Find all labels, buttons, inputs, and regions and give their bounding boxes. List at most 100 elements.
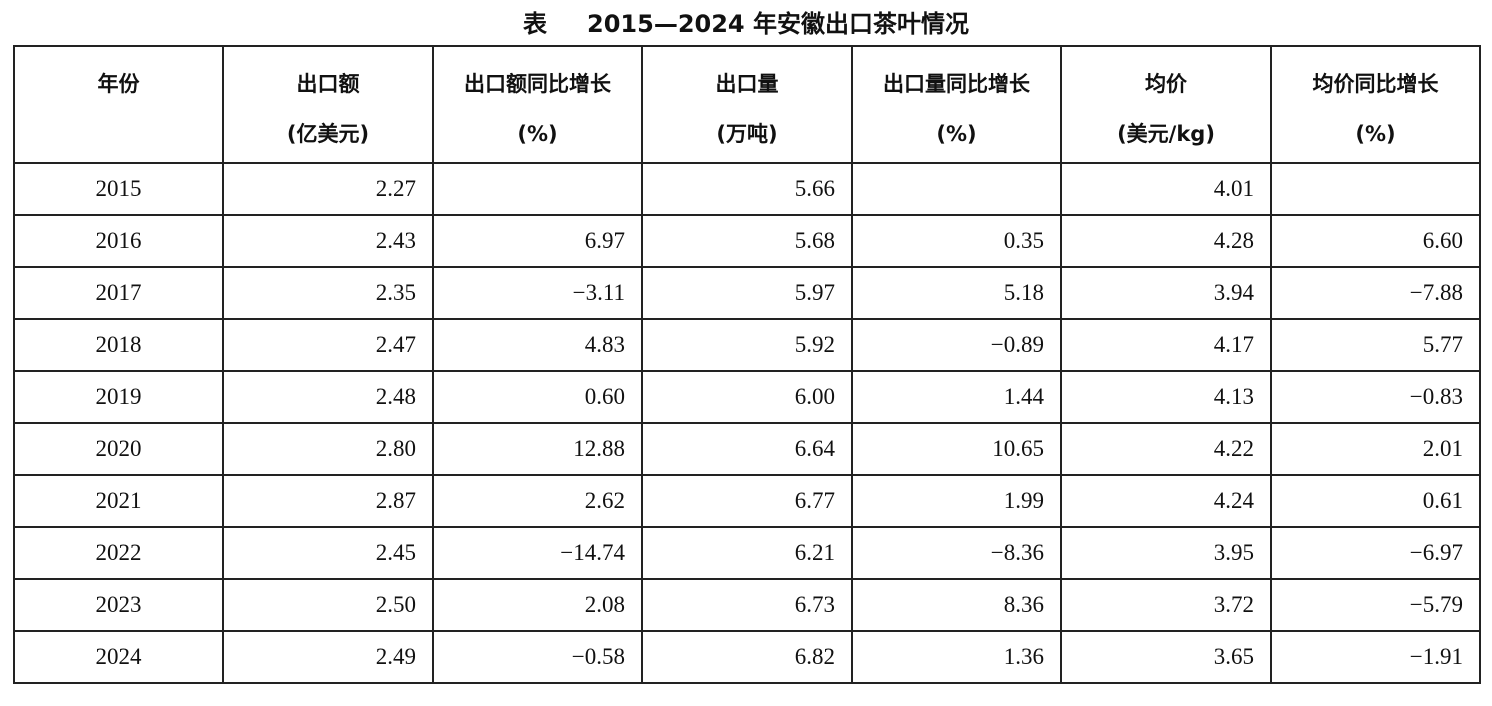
header-line: (%) bbox=[517, 122, 558, 146]
value-cell: 2.80 bbox=[222, 422, 434, 476]
table-row: 2018 2.47 4.83 5.92 −0.89 4.17 5.77 bbox=[13, 318, 1481, 372]
empty-cell bbox=[1270, 162, 1481, 216]
value-cell: 0.35 bbox=[851, 214, 1062, 268]
value-cell: −8.36 bbox=[851, 526, 1062, 580]
value-cell: 3.94 bbox=[1060, 266, 1272, 320]
year-cell: 2018 bbox=[13, 318, 224, 372]
title-label: 表 bbox=[523, 10, 548, 38]
table: 年份 出口额 (亿美元) 出口额同比增长 (%) 出口量 (万吨) 出口量同比增长 (%) 均价 (… bbox=[13, 45, 1481, 684]
value-cell: 2.50 bbox=[222, 578, 434, 632]
value-cell: 2.47 bbox=[222, 318, 434, 372]
header-line: 出口量同比增长 bbox=[883, 72, 1030, 96]
value-cell: 6.77 bbox=[641, 474, 853, 528]
value-cell: 0.60 bbox=[432, 370, 643, 424]
year-cell: 2024 bbox=[13, 630, 224, 684]
year-cell: 2017 bbox=[13, 266, 224, 320]
value-cell: −14.74 bbox=[432, 526, 643, 580]
value-cell: 2.87 bbox=[222, 474, 434, 528]
value-cell: −1.91 bbox=[1270, 630, 1481, 684]
value-cell: 4.17 bbox=[1060, 318, 1272, 372]
table-row: 2015 2.27 5.66 4.01 bbox=[13, 162, 1481, 216]
header-line: 均价 bbox=[1145, 72, 1187, 96]
value-cell: 6.00 bbox=[641, 370, 853, 424]
value-cell: −0.83 bbox=[1270, 370, 1481, 424]
header-row: 年份 出口额 (亿美元) 出口额同比增长 (%) 出口量 (万吨) 出口量同比增长 (%) 均价 (… bbox=[13, 45, 1481, 164]
value-cell: 6.64 bbox=[641, 422, 853, 476]
year-cell: 2022 bbox=[13, 526, 224, 580]
value-cell: 6.60 bbox=[1270, 214, 1481, 268]
value-cell: 10.65 bbox=[851, 422, 1062, 476]
table-row: 2024 2.49 −0.58 6.82 1.36 3.65 −1.91 bbox=[13, 630, 1481, 684]
value-cell: 2.48 bbox=[222, 370, 434, 424]
value-cell: 3.72 bbox=[1060, 578, 1272, 632]
value-cell: 8.36 bbox=[851, 578, 1062, 632]
value-cell: 5.66 bbox=[641, 162, 853, 216]
value-cell: −0.89 bbox=[851, 318, 1062, 372]
header-line: (%) bbox=[1355, 122, 1396, 146]
value-cell: 1.44 bbox=[851, 370, 1062, 424]
value-cell: 3.95 bbox=[1060, 526, 1272, 580]
value-cell: 2.35 bbox=[222, 266, 434, 320]
value-cell: 2.49 bbox=[222, 630, 434, 684]
year-cell: 2020 bbox=[13, 422, 224, 476]
value-cell: 1.36 bbox=[851, 630, 1062, 684]
value-cell: 5.97 bbox=[641, 266, 853, 320]
value-cell: 4.22 bbox=[1060, 422, 1272, 476]
value-cell: −0.58 bbox=[432, 630, 643, 684]
value-cell: 6.97 bbox=[432, 214, 643, 268]
table-row: 2016 2.43 6.97 5.68 0.35 4.28 6.60 bbox=[13, 214, 1481, 268]
value-cell: 6.21 bbox=[641, 526, 853, 580]
value-cell: 5.68 bbox=[641, 214, 853, 268]
value-cell: 1.99 bbox=[851, 474, 1062, 528]
empty-cell bbox=[851, 162, 1062, 216]
title-text: 2015—2024 年安徽出口茶叶情况 bbox=[587, 10, 969, 38]
value-cell: 0.61 bbox=[1270, 474, 1481, 528]
column-header: 出口额同比增长 (%) bbox=[432, 45, 643, 164]
value-cell: 4.13 bbox=[1060, 370, 1272, 424]
header-line: 年份 bbox=[97, 72, 140, 96]
value-cell: 5.18 bbox=[851, 266, 1062, 320]
table-row: 2021 2.87 2.62 6.77 1.99 4.24 0.61 bbox=[13, 474, 1481, 528]
column-header: 年份 bbox=[13, 45, 224, 164]
value-cell: 2.62 bbox=[432, 474, 643, 528]
column-header: 均价同比增长 (%) bbox=[1270, 45, 1481, 164]
value-cell: −7.88 bbox=[1270, 266, 1481, 320]
value-cell: 2.08 bbox=[432, 578, 643, 632]
value-cell: 4.83 bbox=[432, 318, 643, 372]
empty-cell bbox=[432, 162, 643, 216]
value-cell: −3.11 bbox=[432, 266, 643, 320]
value-cell: 12.88 bbox=[432, 422, 643, 476]
table-row: 2017 2.35 −3.11 5.97 5.18 3.94 −7.88 bbox=[13, 266, 1481, 320]
year-cell: 2016 bbox=[13, 214, 224, 268]
header-line: 出口额 bbox=[296, 72, 360, 96]
value-cell: 4.01 bbox=[1060, 162, 1272, 216]
value-cell: 2.01 bbox=[1270, 422, 1481, 476]
column-header: 出口额 (亿美元) bbox=[222, 45, 434, 164]
year-cell: 2021 bbox=[13, 474, 224, 528]
table-body: 2015 2.27 5.66 4.01 2016 2.43 6.97 5.68 0.35 4.28… bbox=[13, 162, 1481, 684]
header-line: 均价同比增长 bbox=[1312, 72, 1439, 96]
column-header: 出口量 (万吨) bbox=[641, 45, 853, 164]
header-line: (%) bbox=[936, 122, 977, 146]
header-line: 出口量 bbox=[715, 72, 779, 96]
year-cell: 2019 bbox=[13, 370, 224, 424]
header-line: (美元/kg) bbox=[1117, 122, 1215, 146]
table-row: 2020 2.80 12.88 6.64 10.65 4.22 2.01 bbox=[13, 422, 1481, 476]
column-header: 均价 (美元/kg) bbox=[1060, 45, 1272, 164]
value-cell: 4.24 bbox=[1060, 474, 1272, 528]
value-cell: 2.45 bbox=[222, 526, 434, 580]
value-cell: 5.77 bbox=[1270, 318, 1481, 372]
value-cell: 6.82 bbox=[641, 630, 853, 684]
value-cell: 4.28 bbox=[1060, 214, 1272, 268]
value-cell: 5.92 bbox=[641, 318, 853, 372]
header-line: (亿美元) bbox=[286, 122, 370, 146]
header-line: (万吨) bbox=[716, 122, 778, 146]
value-cell: 2.27 bbox=[222, 162, 434, 216]
value-cell: 6.73 bbox=[641, 578, 853, 632]
value-cell: −6.97 bbox=[1270, 526, 1481, 580]
year-cell: 2023 bbox=[13, 578, 224, 632]
table-row: 2019 2.48 0.60 6.00 1.44 4.13 −0.83 bbox=[13, 370, 1481, 424]
value-cell: −5.79 bbox=[1270, 578, 1481, 632]
column-header: 出口量同比增长 (%) bbox=[851, 45, 1062, 164]
